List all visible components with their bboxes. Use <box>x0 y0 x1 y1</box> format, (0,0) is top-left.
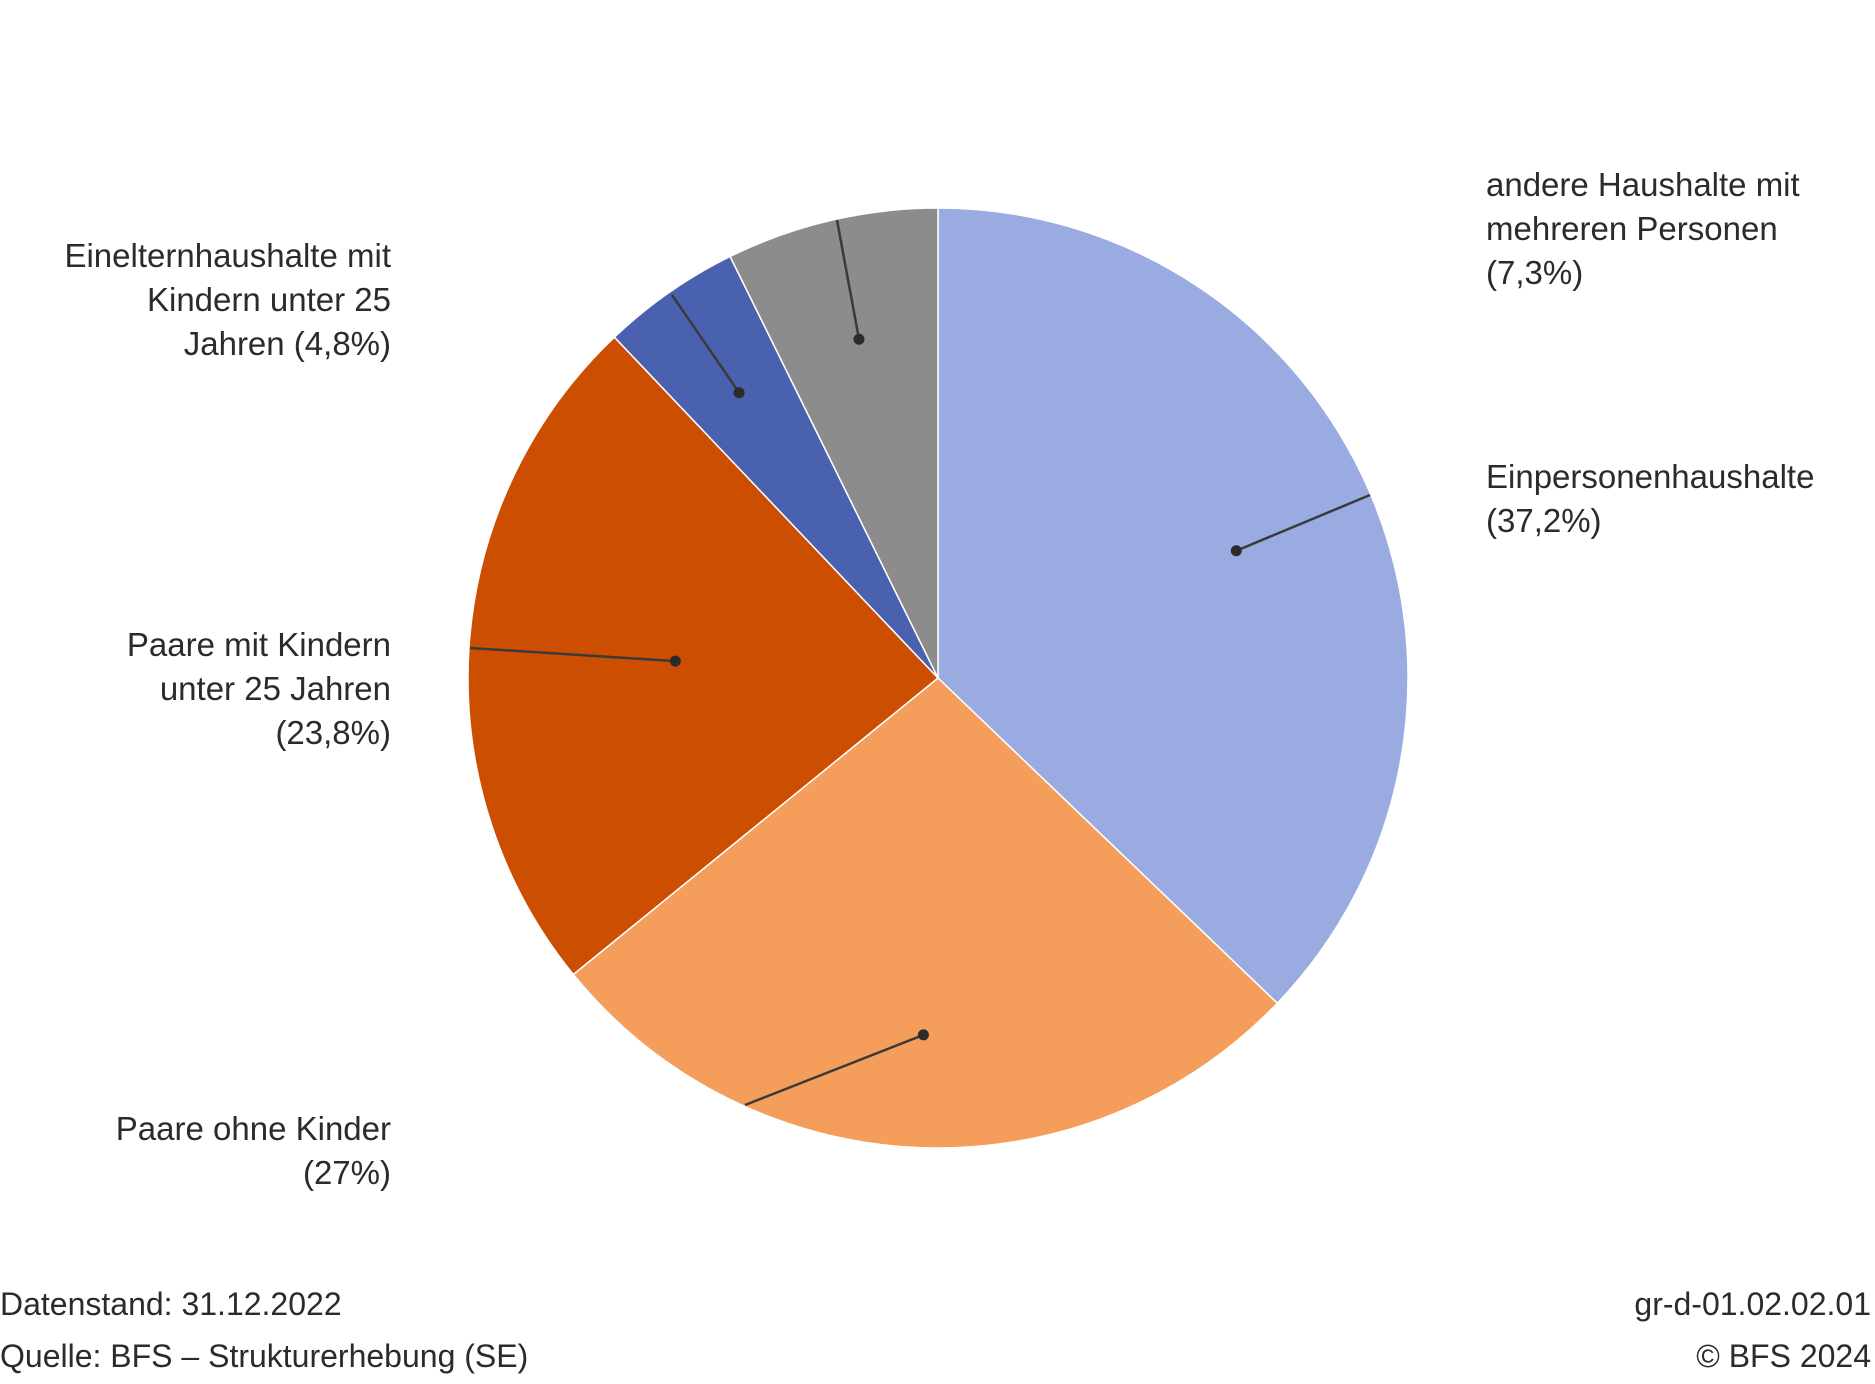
leader-lines <box>469 219 1371 1107</box>
pie-slices <box>467 207 1409 1149</box>
pie-slice-5 <box>729 207 939 679</box>
slice-label-andere-haushalte: andere Haushalte mit mehreren Personen (… <box>1486 166 1800 291</box>
leader-dot-2 <box>917 1029 929 1041</box>
footer-code: gr-d-01.02.02.01 <box>1634 1286 1871 1322</box>
leader-line-3 <box>469 646 676 663</box>
slice-label-einpersonenhaushalte: Einpersonenhaushalte (37,2%) <box>1486 458 1815 539</box>
slice-label-paare-ohne-kinder: Paare ohne Kinder (27%) <box>115 1110 391 1191</box>
pie-slice-1 <box>937 207 1409 1005</box>
leader-dot-3 <box>669 655 681 667</box>
slice-label-einelternhaushalte: Einelternhaushalte mit Kindern unter 25 … <box>64 237 391 362</box>
footer-copyright: © BFS 2024 <box>1696 1338 1871 1374</box>
leader-line-1 <box>1235 493 1371 552</box>
pie-slice-3 <box>467 336 940 976</box>
leader-dot-5 <box>853 333 865 345</box>
leader-line-4 <box>670 294 741 394</box>
slice-label-paare-mit-kindern: Paare mit Kindern unter 25 Jahren (23,8%… <box>126 626 391 751</box>
footer-source: Quelle: BFS – Strukturerhebung (SE) <box>0 1338 529 1374</box>
leader-line-2 <box>744 1033 924 1107</box>
leader-line-5 <box>835 219 861 340</box>
leader-dot-1 <box>1230 545 1242 557</box>
pie-slice-2 <box>572 677 1279 1149</box>
footer-date: Datenstand: 31.12.2022 <box>0 1286 342 1322</box>
leader-dot-4 <box>733 387 745 399</box>
